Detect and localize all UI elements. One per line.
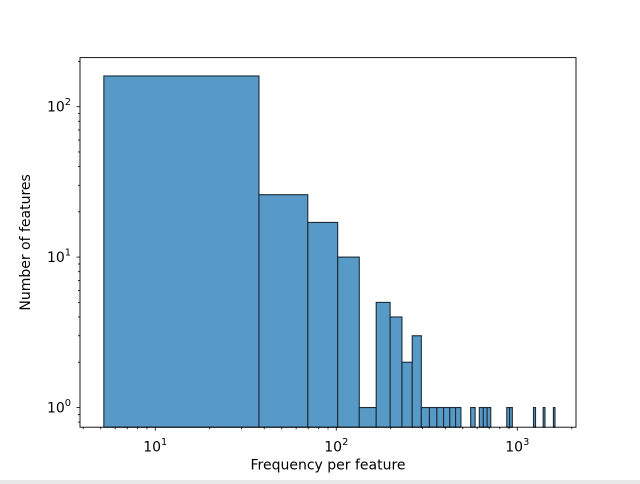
histogram-bar — [509, 406, 513, 428]
histogram-bar — [552, 406, 556, 428]
histogram-bar — [486, 406, 492, 428]
histogram-bar — [443, 406, 451, 428]
histogram-bar — [470, 406, 476, 428]
histogram-bar — [532, 406, 537, 428]
x-tick-label: 103 — [505, 437, 529, 456]
histogram-bar — [401, 361, 413, 428]
histogram-bar — [337, 256, 360, 428]
histogram-bar — [420, 406, 431, 428]
axes-layer — [76, 57, 577, 431]
histogram-bar — [449, 406, 457, 428]
histogram-bar — [436, 406, 445, 428]
histogram-bar — [478, 406, 484, 428]
histogram-bar — [411, 335, 422, 428]
histogram-bar — [375, 301, 391, 428]
y-tick-label: 100 — [47, 398, 71, 417]
histogram-bar — [258, 194, 309, 428]
histogram-bar — [307, 221, 339, 428]
x-tick-label: 102 — [324, 437, 348, 456]
histogram-bar — [482, 406, 488, 428]
y-tick-label: 102 — [47, 97, 71, 116]
histogram-bar — [103, 75, 260, 428]
histogram-bar — [358, 406, 377, 428]
x-axis-title: Frequency per feature — [250, 458, 405, 474]
y-tick-label: 101 — [47, 248, 71, 267]
x-tick-label: 101 — [143, 437, 167, 456]
histogram-bar — [428, 406, 438, 428]
histogram-bar — [389, 316, 403, 428]
histogram-bar — [455, 406, 462, 428]
bars-layer — [103, 75, 556, 428]
histogram-bar — [542, 406, 546, 428]
y-axis-title: Number of features — [18, 174, 34, 310]
tick-labels-layer: 101 102 103 100 101 102 — [47, 97, 529, 455]
